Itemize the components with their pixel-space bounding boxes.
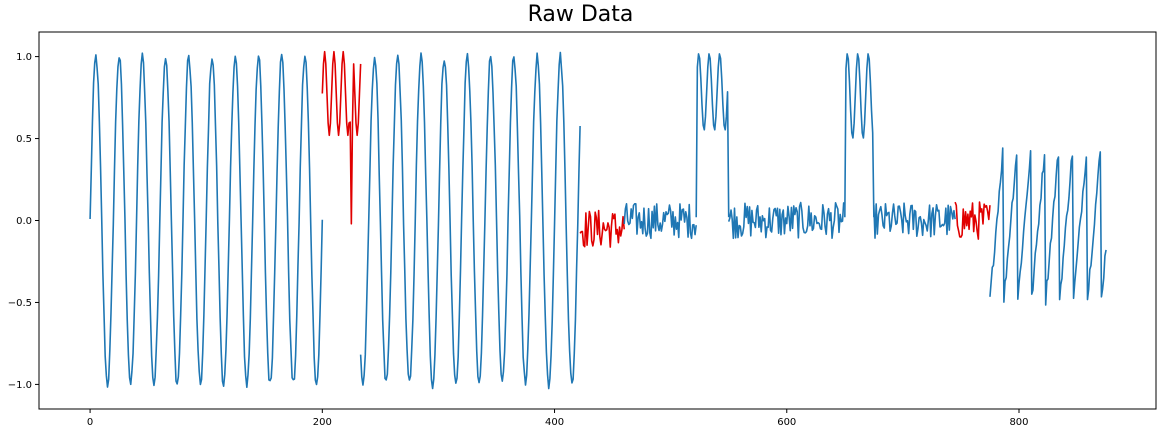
series-line xyxy=(359,51,581,390)
series-line xyxy=(844,53,875,218)
y-tick-label: 1.0 xyxy=(16,52,32,63)
y-tick-label: −1.0 xyxy=(8,380,32,391)
x-tick-label: 200 xyxy=(313,417,332,428)
anomaly-series-line xyxy=(954,201,991,240)
series-line xyxy=(89,52,324,389)
y-tick-label: 0.0 xyxy=(16,216,32,227)
series-line xyxy=(727,201,846,240)
series-line xyxy=(695,53,730,218)
y-axis: −1.0 −0.5 0.0 0.5 1.0 xyxy=(8,52,39,391)
y-tick-label: −0.5 xyxy=(8,298,32,309)
series-line xyxy=(623,202,697,240)
x-axis: 0 200 400 600 800 xyxy=(87,409,1029,428)
series-line xyxy=(873,202,956,239)
x-tick-label: 600 xyxy=(777,417,796,428)
series-group xyxy=(89,50,1107,390)
anomaly-series-line xyxy=(321,50,362,225)
x-tick-label: 800 xyxy=(1009,417,1028,428)
anomaly-series-line xyxy=(579,209,626,248)
chart-title: Raw Data xyxy=(527,2,634,27)
series-line xyxy=(989,147,1107,306)
x-tick-label: 0 xyxy=(87,417,93,428)
x-tick-label: 400 xyxy=(545,417,564,428)
y-tick-label: 0.5 xyxy=(16,134,32,145)
